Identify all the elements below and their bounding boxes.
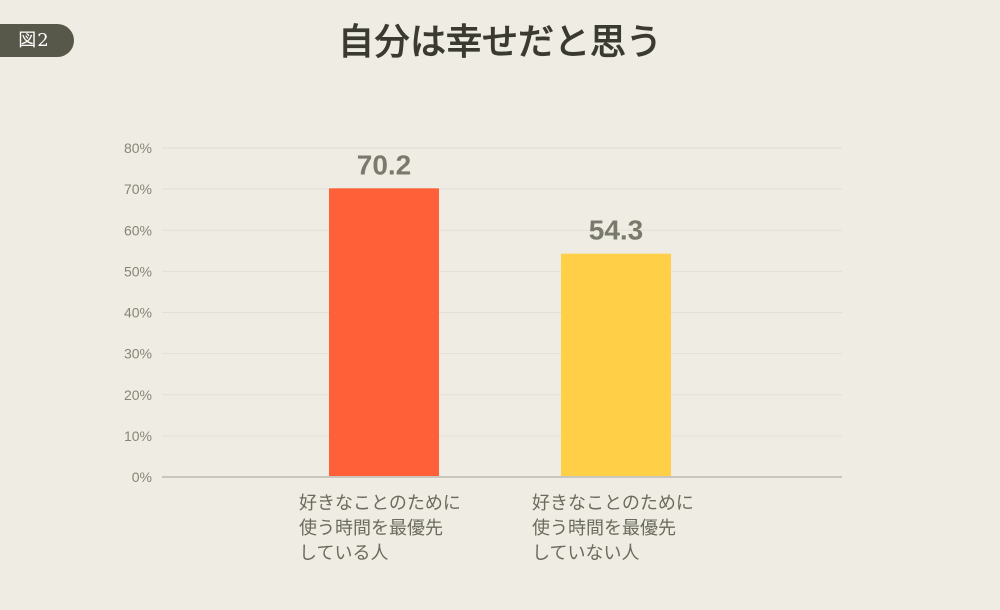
bar — [561, 253, 671, 477]
y-tick-label: 60% — [124, 222, 152, 238]
bar-value-label: 54.3 — [589, 215, 644, 246]
y-tick-label: 80% — [124, 140, 152, 156]
data-labels: 70.2 54.3 — [357, 149, 644, 245]
y-tick-label: 70% — [124, 181, 152, 197]
category-label-prioritize: 好きなことのために 使う時間を最優先 している人 — [299, 493, 461, 564]
y-tick-label: 20% — [124, 387, 152, 403]
y-tick-label: 0% — [132, 469, 152, 485]
y-tick-label: 30% — [124, 346, 152, 362]
category-label-not-prioritize: 好きなことのために 使う時間を最優先 していない人 — [532, 493, 694, 564]
bar — [329, 188, 439, 478]
y-axis-ticks: 0% 10% 20% 30% 40% 50% 60% 70% 80% — [124, 140, 152, 485]
y-tick-label: 40% — [124, 305, 152, 321]
y-tick-label: 10% — [124, 428, 152, 444]
bars — [329, 188, 671, 478]
y-tick-label: 50% — [124, 263, 152, 279]
figure-number-badge: 図2 — [0, 24, 74, 57]
grid-lines — [162, 147, 842, 437]
bar-value-label: 70.2 — [357, 149, 412, 180]
chart-title: 自分は幸せだと思う — [337, 22, 662, 63]
